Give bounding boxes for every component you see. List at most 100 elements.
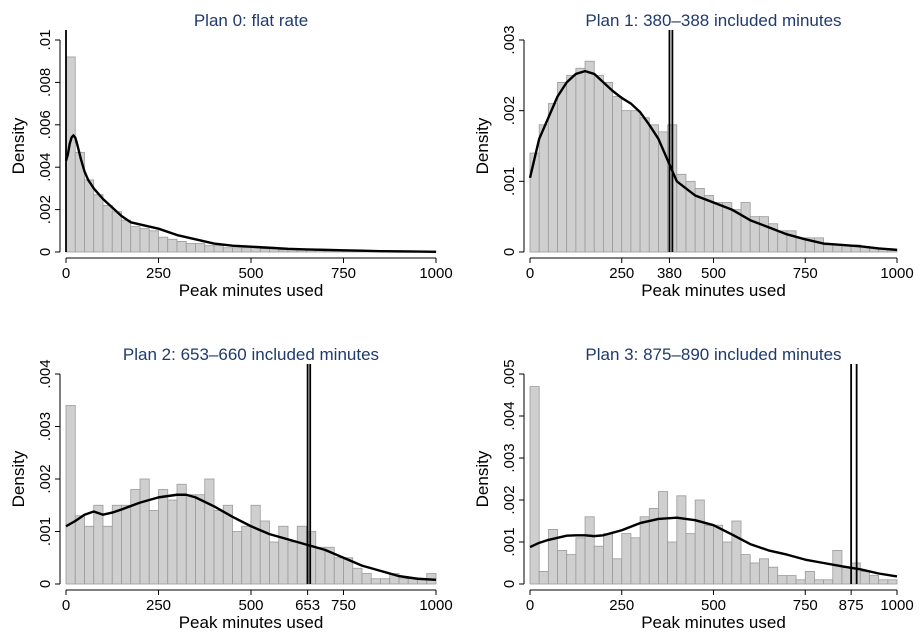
- x-tick-label: 1000: [880, 265, 913, 282]
- histogram-bar: [667, 541, 678, 585]
- y-tick-label: .002: [37, 464, 54, 493]
- y-tick-label: .001: [501, 167, 518, 196]
- y-axis-label: Density: [473, 450, 492, 507]
- histogram-bar: [167, 238, 178, 253]
- histogram-bar: [593, 74, 604, 253]
- histogram-bar: [139, 228, 150, 253]
- y-tick-label: .008: [37, 68, 54, 97]
- histogram-bar: [566, 554, 577, 585]
- x-axis-label: Peak minutes used: [179, 613, 324, 632]
- histogram-bar: [758, 216, 769, 253]
- histogram-bar: [278, 525, 289, 585]
- histogram-bar: [630, 537, 641, 585]
- y-tick-label: .003: [37, 412, 54, 441]
- y-axis-label: Density: [473, 117, 492, 174]
- x-tick-label: 653: [295, 597, 320, 614]
- x-tick-label: 0: [62, 597, 70, 614]
- y-tick-label: .002: [501, 96, 518, 125]
- x-tick-label: 750: [331, 597, 356, 614]
- histogram-bar: [685, 533, 696, 585]
- y-tick-label: .004: [501, 401, 518, 430]
- y-tick-label: .01: [37, 30, 54, 51]
- y-tick-label: .005: [501, 359, 518, 388]
- x-tick-label: 1000: [880, 597, 913, 614]
- histogram-bar: [370, 578, 381, 585]
- histogram-bar: [195, 494, 206, 585]
- histogram-bar: [111, 211, 122, 253]
- histogram-bar: [74, 515, 85, 585]
- histogram-bar: [603, 533, 613, 585]
- histogram-bar: [538, 124, 549, 253]
- y-tick-label: .003: [501, 443, 518, 472]
- histogram-bar: [859, 571, 870, 585]
- histogram-bar: [713, 524, 724, 585]
- y-tick-label: .002: [501, 485, 518, 514]
- x-tick-label: 250: [609, 597, 634, 614]
- histogram-bar: [102, 525, 113, 585]
- histogram-bar: [232, 531, 243, 585]
- histogram-bar: [222, 247, 233, 253]
- chart-title: Plan 1: 380–388 included minutes: [585, 11, 841, 30]
- histogram-bar: [814, 237, 824, 253]
- histogram-bar: [740, 202, 751, 253]
- y-tick-label: 0: [501, 248, 518, 256]
- histogram-bar: [593, 545, 604, 585]
- histogram-bar: [869, 575, 880, 585]
- histogram-bar: [621, 533, 632, 585]
- histogram-bar: [84, 525, 95, 585]
- histogram-bar: [841, 566, 852, 585]
- histogram-bar: [823, 579, 834, 585]
- histogram-bar: [658, 491, 669, 585]
- y-tick-label: .004: [37, 153, 54, 182]
- x-tick-label: 500: [701, 265, 726, 282]
- histogram-bar: [777, 575, 788, 585]
- histogram-bar: [630, 110, 641, 253]
- density-curve: [65, 493, 437, 581]
- histogram-bar: [93, 194, 104, 253]
- histogram-bar: [148, 510, 159, 585]
- histogram-bar: [786, 575, 797, 585]
- histogram-bar: [529, 386, 540, 585]
- histogram-bar: [795, 579, 806, 585]
- histogram-bar: [703, 195, 714, 253]
- histogram-bar: [176, 483, 187, 585]
- y-tick-label: 0: [37, 580, 54, 588]
- histogram-bar: [148, 230, 159, 253]
- y-tick-label: .001: [37, 517, 54, 546]
- histogram-bar: [749, 562, 760, 585]
- histogram-bar: [158, 489, 169, 585]
- histogram-bar: [538, 571, 549, 585]
- histogram-bar: [241, 247, 252, 253]
- x-axis-label: Peak minutes used: [179, 281, 324, 300]
- histogram-bar: [557, 82, 568, 253]
- histogram-bar: [740, 554, 751, 585]
- histogram-bar: [694, 499, 705, 585]
- x-tick-label: 875: [839, 597, 864, 614]
- chart-title: Plan 3: 875–890 included minutes: [585, 345, 841, 364]
- histogram-bar: [557, 550, 568, 585]
- histogram-bar: [648, 124, 659, 253]
- histogram-bar: [547, 103, 558, 253]
- histogram-bar: [278, 249, 289, 253]
- y-tick-label: .004: [37, 359, 54, 388]
- x-axis-label: Peak minutes used: [641, 281, 786, 300]
- histogram-bar: [176, 240, 187, 253]
- x-tick-label: 250: [146, 597, 171, 614]
- histogram-bar: [204, 245, 215, 253]
- x-tick-label: 500: [701, 597, 726, 614]
- histogram-bar: [250, 504, 261, 585]
- histogram-bar: [102, 204, 113, 253]
- histogram-bar: [93, 504, 104, 585]
- histogram-bar: [213, 245, 224, 253]
- histogram-bar: [296, 525, 307, 585]
- histogram-bar: [185, 494, 196, 585]
- histogram-bar: [676, 495, 687, 585]
- histogram-bar: [639, 516, 650, 585]
- density-curve: [528, 69, 898, 252]
- histogram-bar: [315, 546, 326, 585]
- histogram-bar: [232, 247, 243, 253]
- chart-panel-0: Plan 0: flat rate 0 250 500 750 1000 0 .002 .004…: [9, 11, 453, 300]
- histogram-bar: [398, 578, 409, 585]
- histogram-bar: [84, 179, 95, 253]
